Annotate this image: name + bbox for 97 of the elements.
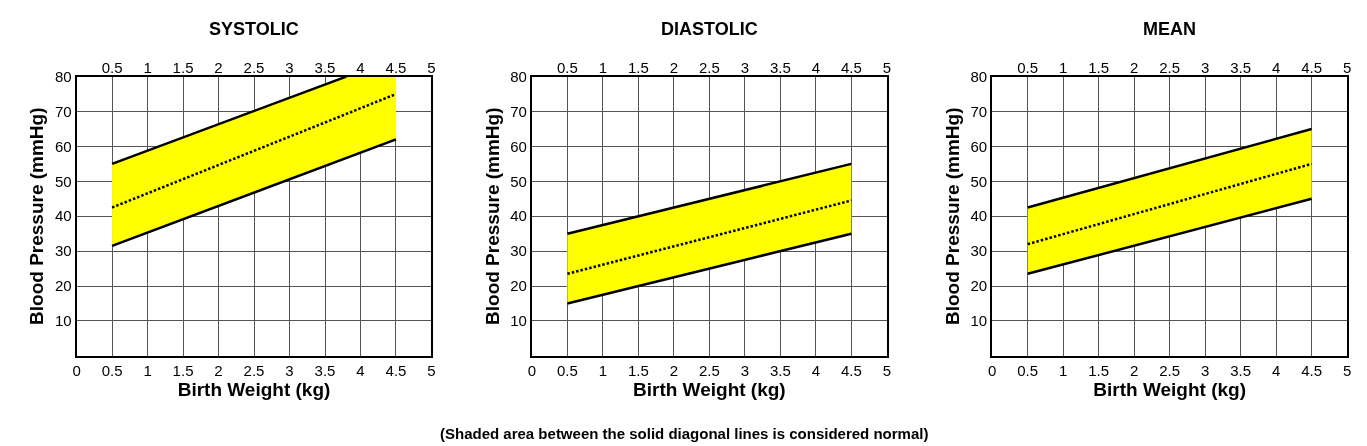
x-tick-label: 3 xyxy=(285,361,294,379)
x2-tick-label: 3 xyxy=(285,58,294,76)
x2-tick-label: 0.5 xyxy=(101,58,123,76)
x-axis-title: Birth Weight (kg) xyxy=(1093,378,1246,400)
x-tick-label: 0.5 xyxy=(101,361,123,379)
x-tick-label: 3 xyxy=(740,361,750,379)
x2-tick-label: 4.5 xyxy=(840,58,862,76)
chart-title: DIASTOLIC xyxy=(661,19,758,39)
x2-tick-label: 3 xyxy=(1200,58,1210,76)
x2-tick-label: 4.5 xyxy=(1301,58,1323,76)
y-tick-label: 60 xyxy=(54,137,72,155)
y-tick-label: 50 xyxy=(54,172,72,190)
x-tick-label: 5 xyxy=(1342,361,1352,379)
x2-tick-label: 2.5 xyxy=(243,58,265,76)
x-tick-label: 3 xyxy=(1200,361,1210,379)
y-tick-label: 10 xyxy=(510,312,527,330)
x-tick-label: 2 xyxy=(1129,361,1139,379)
x2-tick-label: 5 xyxy=(1342,58,1352,76)
y-tick-label: 70 xyxy=(54,102,72,120)
y-tick-label: 70 xyxy=(970,102,988,120)
x2-tick-label: 1.5 xyxy=(1088,58,1110,76)
y-tick-label: 60 xyxy=(510,137,527,155)
x-tick-label: 2.5 xyxy=(1159,361,1181,379)
y-tick-label: 20 xyxy=(970,277,988,295)
y-tick-label: 10 xyxy=(54,312,72,330)
x2-tick-label: 1.5 xyxy=(627,58,649,76)
x-tick-label: 4 xyxy=(811,361,820,379)
x2-tick-label: 2.5 xyxy=(698,58,720,76)
y-tick-label: 30 xyxy=(54,242,72,260)
y-tick-label: 20 xyxy=(510,277,527,295)
x-tick-label: 4.5 xyxy=(1301,361,1323,379)
x2-tick-label: 0.5 xyxy=(556,58,578,76)
y-tick-label: 10 xyxy=(970,312,988,330)
x-tick-label: 3.5 xyxy=(314,361,336,379)
x2-tick-label: 3.5 xyxy=(769,58,791,76)
y-tick-label: 30 xyxy=(510,242,527,260)
y-tick-label: 30 xyxy=(970,242,988,260)
x-tick-label: 4 xyxy=(1271,361,1281,379)
x2-tick-label: 2 xyxy=(1129,58,1139,76)
x2-tick-label: 5 xyxy=(427,58,436,76)
x2-tick-label: 2 xyxy=(214,58,223,76)
y-axis-title: Blood Pressure (mmHg) xyxy=(26,107,48,325)
x2-tick-label: 1.5 xyxy=(172,58,194,76)
chart-title: SYSTOLIC xyxy=(209,19,299,39)
x-axis-title: Birth Weight (kg) xyxy=(633,378,786,400)
x-tick-label: 2.5 xyxy=(243,361,265,379)
x2-tick-label: 4 xyxy=(1271,58,1281,76)
x-tick-label: 2.5 xyxy=(698,361,720,379)
x2-tick-label: 1 xyxy=(143,58,152,76)
x-tick-label: 1 xyxy=(143,361,152,379)
x2-tick-label: 2.5 xyxy=(1159,58,1181,76)
x-tick-label: 2 xyxy=(214,361,223,379)
y-axis-title: Blood Pressure (mmHg) xyxy=(481,107,503,325)
x-tick-label: 3.5 xyxy=(769,361,791,379)
x2-tick-label: 4.5 xyxy=(385,58,407,76)
y-tick-label: 40 xyxy=(510,207,527,225)
x2-tick-label: 1 xyxy=(598,58,608,76)
y-tick-label: 80 xyxy=(970,67,988,85)
y-tick-label: 50 xyxy=(970,172,988,190)
x2-tick-label: 3.5 xyxy=(314,58,336,76)
y-tick-label: 20 xyxy=(54,277,72,295)
y-tick-label: 60 xyxy=(970,137,988,155)
text: (Shaded area between the solid diagonal lines is considered normal) xyxy=(440,425,929,442)
y-tick-label: 80 xyxy=(510,67,527,85)
chart-title: MEAN xyxy=(1143,19,1196,39)
y-tick-label: 40 xyxy=(970,207,988,225)
x-tick-label: 0 xyxy=(72,361,81,379)
x2-tick-label: 0.5 xyxy=(1017,58,1039,76)
x-tick-label: 0.5 xyxy=(1017,361,1039,379)
x-axis-title: Birth Weight (kg) xyxy=(177,378,331,400)
x2-tick-label: 4 xyxy=(356,58,365,76)
x-tick-label: 1 xyxy=(598,361,608,379)
x2-tick-label: 3 xyxy=(740,58,750,76)
x-tick-label: 1.5 xyxy=(627,361,649,379)
x-tick-label: 1.5 xyxy=(172,361,194,379)
y-axis-title: Blood Pressure (mmHg) xyxy=(941,107,963,325)
y-tick-label: 70 xyxy=(510,102,527,120)
x2-tick-label: 2 xyxy=(669,58,679,76)
x-tick-label: 0 xyxy=(988,361,997,379)
x-tick-label: 4 xyxy=(356,361,365,379)
x-tick-label: 0.5 xyxy=(556,361,578,379)
x-tick-label: 3.5 xyxy=(1230,361,1252,379)
y-tick-label: 40 xyxy=(54,207,72,225)
x-tick-label: 5 xyxy=(427,361,436,379)
x-tick-label: 2 xyxy=(669,361,679,379)
x2-tick-label: 5 xyxy=(882,58,891,76)
x2-tick-label: 3.5 xyxy=(1230,58,1252,76)
x2-tick-label: 1 xyxy=(1058,58,1068,76)
x2-tick-label: 4 xyxy=(811,58,820,76)
y-tick-label: 50 xyxy=(510,172,527,190)
x-tick-label: 1.5 xyxy=(1088,361,1110,379)
x-tick-label: 5 xyxy=(882,361,891,379)
x-tick-label: 1 xyxy=(1058,361,1068,379)
y-tick-label: 80 xyxy=(54,67,72,85)
x-tick-label: 4.5 xyxy=(385,361,407,379)
x-tick-label: 0 xyxy=(527,361,537,379)
x-tick-label: 4.5 xyxy=(840,361,862,379)
